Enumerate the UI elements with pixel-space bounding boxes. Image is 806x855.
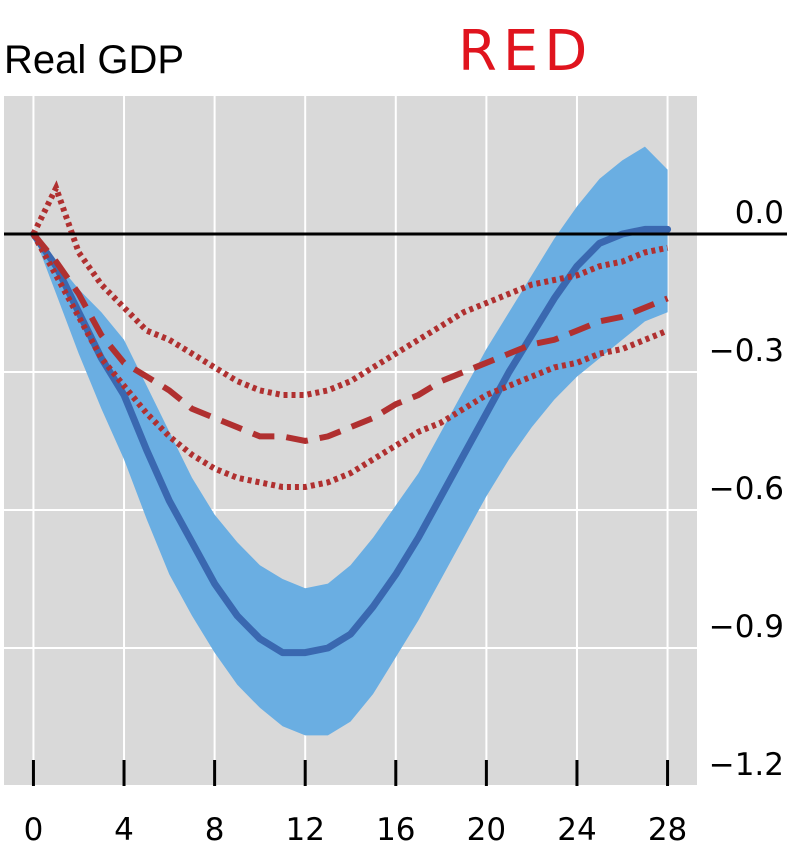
y-tick-label: −0.3	[709, 333, 784, 369]
x-tick-label: 8	[205, 812, 225, 848]
y-tick-label: −0.6	[709, 471, 784, 507]
red-dotted-line-3	[30, 180, 669, 398]
red-dotted-line-4	[30, 232, 669, 490]
x-tick-label: 4	[114, 812, 134, 848]
confidence-band	[33, 146, 668, 736]
red-dashed-line	[31, 232, 669, 445]
x-tick-label: 20	[467, 812, 506, 848]
median-response-line	[29, 225, 672, 657]
tick-label-group: 0 4 8 12 16 20 24 28 0.0 −0.3 −0.6 −0.9 −1.2	[24, 195, 784, 848]
handwritten-annotation: RED	[458, 19, 593, 84]
y-tick-label: −1.2	[709, 747, 784, 783]
axis-group	[4, 232, 787, 786]
series-group	[29, 146, 672, 736]
x-tick-label: 0	[24, 812, 44, 848]
x-tick-label: 28	[648, 812, 687, 848]
chart-title: Real GDP	[4, 38, 184, 82]
x-tick-label: 12	[285, 812, 324, 848]
x-tick-label: 16	[376, 812, 415, 848]
x-tick-label: 24	[557, 812, 596, 848]
y-tick-label: −0.9	[709, 609, 784, 645]
y-tick-label: 0.0	[735, 195, 784, 231]
